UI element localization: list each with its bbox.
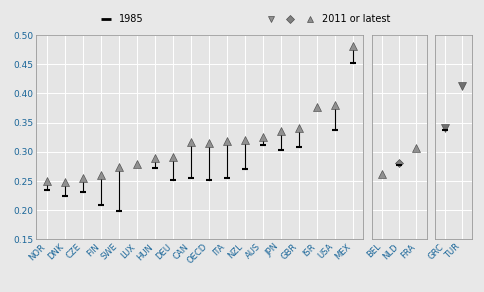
Text: 1985: 1985 [119,14,143,24]
Text: 2011 or latest: 2011 or latest [322,14,390,24]
